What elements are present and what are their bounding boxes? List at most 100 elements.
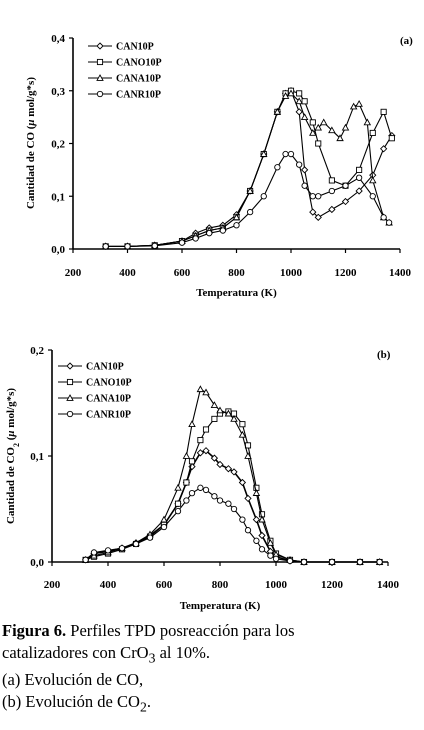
x-tick-label: 1200 [335, 267, 358, 279]
data-point [295, 97, 303, 105]
data-point [104, 547, 112, 554]
data-point [192, 235, 199, 242]
data-point [309, 119, 316, 126]
data-point [219, 227, 227, 234]
data-point [90, 549, 98, 556]
x-tick-label: 400 [119, 267, 136, 279]
data-point [174, 483, 182, 491]
data-point [238, 430, 247, 438]
caption-figure-number: Figura 6. [2, 621, 67, 640]
data-point [314, 123, 323, 131]
x-axis-label: Temperatura (K) [180, 600, 261, 612]
data-point [224, 465, 233, 473]
data-point [188, 489, 196, 497]
series-CANO10P [102, 87, 395, 250]
data-point [380, 145, 388, 153]
caption-subscript: 3 [148, 650, 156, 666]
series-CAN10P [102, 87, 396, 250]
data-point [124, 243, 131, 250]
y-tick-label: 0,1 [30, 451, 44, 463]
data-point [183, 497, 190, 504]
data-point [328, 126, 336, 134]
data-point [202, 486, 210, 494]
caption-subscript: 2 [139, 699, 147, 715]
series-line [85, 410, 380, 563]
data-point [253, 537, 260, 544]
data-point [160, 515, 168, 523]
data-point [211, 493, 218, 500]
data-point [210, 454, 219, 462]
legend-marker [66, 394, 74, 401]
data-point [216, 460, 224, 469]
data-point [342, 182, 349, 189]
data-point [341, 197, 350, 206]
data-point [182, 452, 191, 459]
x-tick-label: 1200 [321, 579, 344, 591]
data-point [224, 409, 233, 417]
data-point [151, 242, 158, 249]
x-tick-label: 800 [228, 267, 245, 279]
series-line [105, 92, 390, 247]
caption-line-4: (b) Evolución de CO2. [2, 691, 422, 718]
data-point [183, 479, 190, 486]
data-point [314, 213, 322, 221]
data-point [309, 193, 316, 200]
data-point [118, 545, 126, 552]
data-point [380, 214, 387, 221]
data-point [328, 177, 335, 184]
data-point [202, 447, 210, 455]
series-line [85, 487, 380, 563]
data-point [102, 243, 109, 250]
data-point [296, 90, 303, 97]
data-point [300, 166, 309, 174]
data-point [211, 415, 218, 422]
data-point [260, 193, 267, 200]
data-point [300, 558, 308, 566]
y-tick-label: 0,4 [51, 33, 65, 45]
y-axis-label: Cantidad de CO2 (μ mol/g*s) [5, 388, 21, 524]
data-point [274, 164, 281, 171]
data-point [202, 426, 210, 433]
data-point [349, 102, 358, 110]
legend-label: CANR10P [116, 90, 161, 101]
data-point [197, 437, 204, 444]
caption-line-1: Figura 6. Perfiles TPD posreacción para … [2, 620, 422, 642]
data-point [388, 135, 395, 142]
data-point [246, 208, 254, 216]
x-tick-label: 200 [65, 267, 82, 279]
y-axis-label: Cantidad de CO (μ mol/g*s) [25, 77, 37, 209]
data-point [300, 113, 309, 120]
series-CANO10P [82, 408, 383, 566]
legend-marker [66, 362, 74, 370]
data-point [273, 107, 282, 115]
data-point [225, 500, 232, 507]
legend-label: CANR10P [86, 410, 131, 421]
data-point [160, 523, 168, 531]
data-point [216, 497, 224, 504]
legend-label: CANO10P [116, 58, 162, 69]
data-point [369, 193, 376, 200]
data-point [132, 540, 140, 548]
chart-panel-a: 200 400 600 800 1000 1200 1400 0,0 0,1 0,2 0,3 0,4 T… [25, 33, 413, 299]
data-point [232, 213, 241, 221]
caption-line-2: catalizadores con CrO3 al 10%. [2, 642, 422, 669]
legend-label: CANA10P [86, 394, 131, 405]
data-point [178, 239, 186, 246]
data-point [196, 385, 205, 393]
data-point [239, 516, 246, 523]
data-point [341, 123, 350, 131]
data-point [336, 134, 344, 142]
data-point [258, 531, 266, 540]
data-point [301, 182, 308, 189]
data-point [252, 515, 261, 524]
data-point [259, 150, 268, 157]
legend: CAN10P CANO10P CANA10P CANR10P [88, 42, 162, 101]
x-tick-label: 400 [100, 579, 117, 591]
data-point [368, 176, 377, 184]
legend-marker [96, 90, 104, 98]
data-point [282, 150, 289, 158]
data-point [266, 538, 275, 546]
data-point [281, 92, 290, 99]
data-point [233, 222, 240, 229]
series-CANR10P [82, 484, 383, 566]
